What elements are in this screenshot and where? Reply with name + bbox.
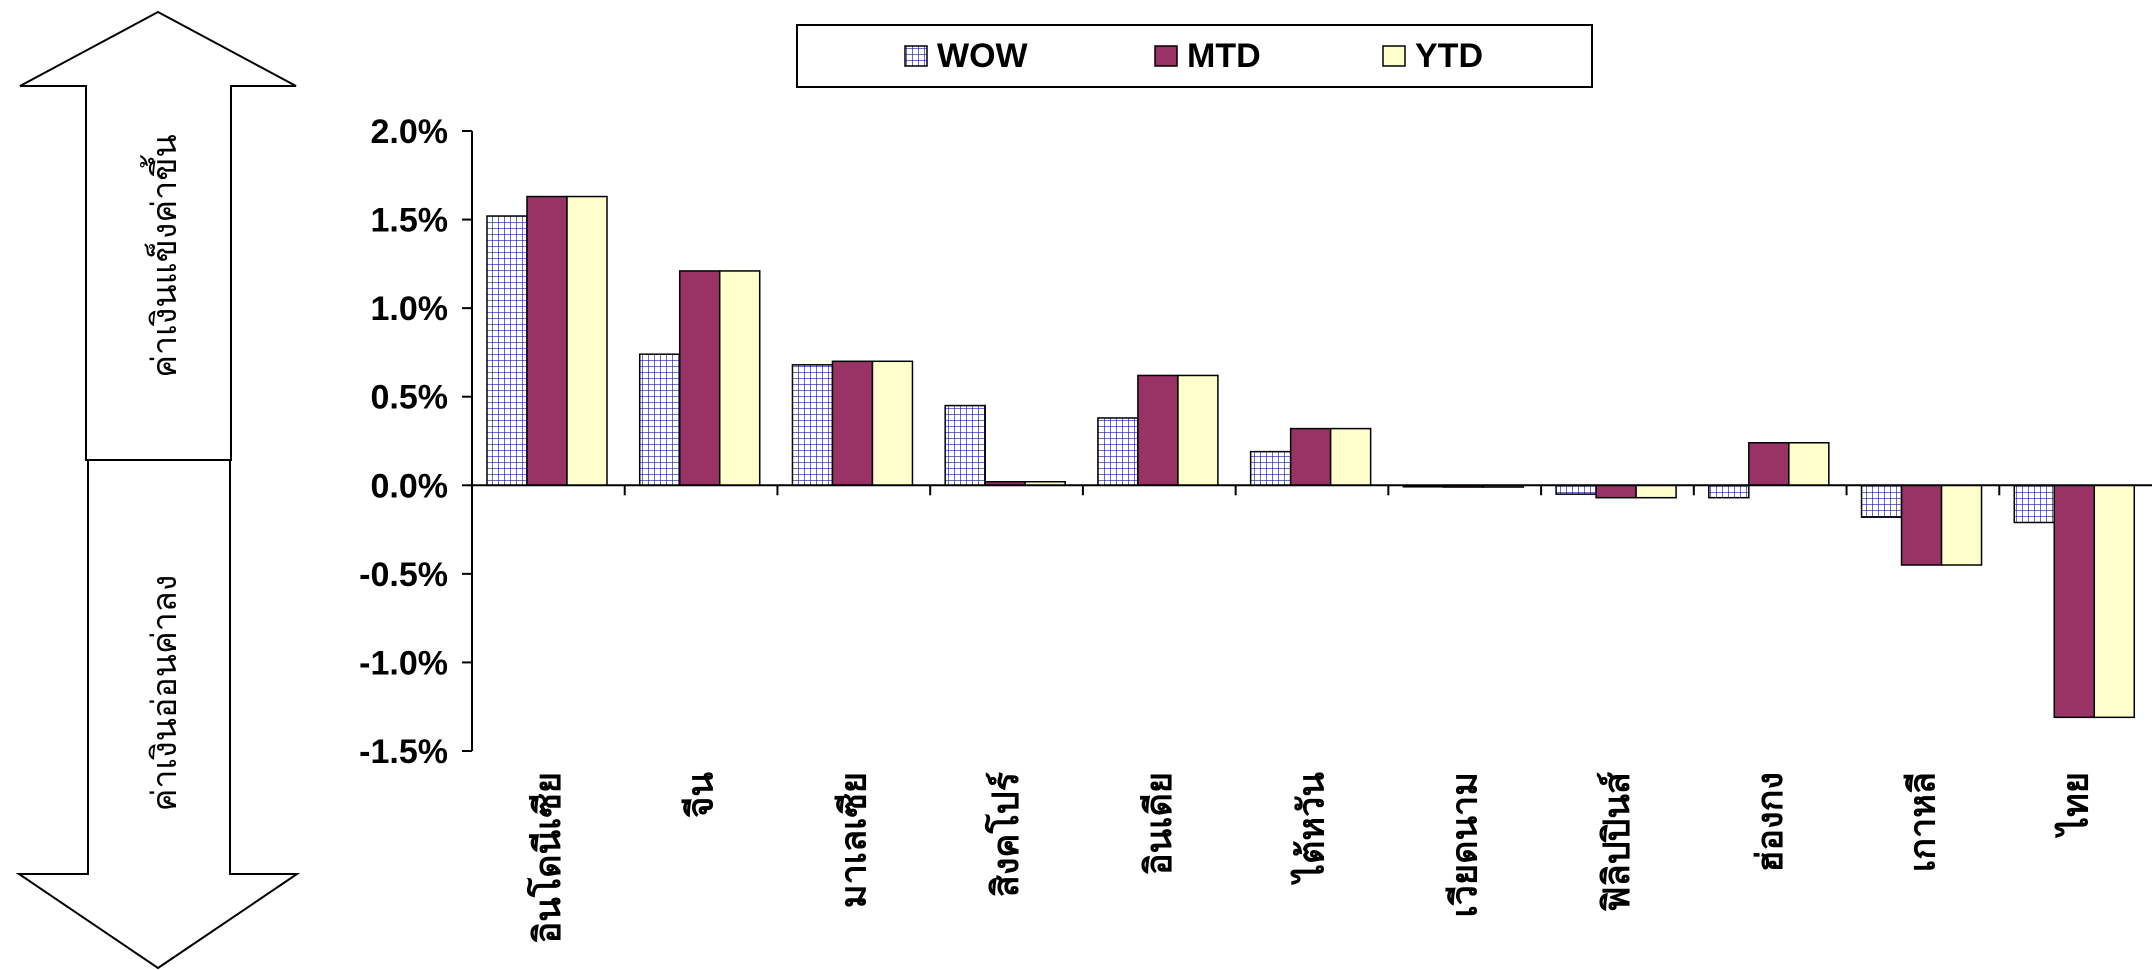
- bar-ytd: [718, 270, 761, 487]
- up-arrow-label: ค่าเงินแข็งค่าขึ้น: [140, 134, 185, 377]
- down-arrow-shape: [15, 459, 301, 970]
- y-tick-label: -1.0%: [359, 644, 448, 682]
- bar-wow: [1860, 484, 1903, 518]
- y-tick-label: 1.5%: [371, 202, 449, 240]
- bar-mtd: [831, 360, 874, 487]
- bar-wow: [944, 404, 986, 487]
- y-tick-label: 0.5%: [371, 379, 449, 417]
- bar-ytd: [1788, 442, 1830, 487]
- bar-mtd: [678, 270, 721, 487]
- bar-wow: [638, 353, 681, 487]
- category-label: ไต้หวัน: [1290, 772, 1333, 886]
- category-label: ฟิลิปปินส์: [1596, 772, 1638, 912]
- legend-label-ytd: YTD: [1415, 37, 1483, 75]
- category-label: เวียดนาม: [1444, 772, 1485, 918]
- category-label: เกาหลี: [1903, 772, 1944, 872]
- y-tick-label: 1.0%: [371, 290, 449, 328]
- bar-ytd: [2093, 484, 2136, 719]
- legend-swatch-wow: [904, 45, 928, 67]
- category-label: ฮ่องกง: [1750, 772, 1791, 873]
- bar-ytd: [1940, 484, 1983, 566]
- bar-mtd: [1748, 442, 1790, 487]
- category-label: ไทย: [2053, 772, 2096, 839]
- plot-area: 2.0% 1.5% 1.0% 0.5% 0.0% -0.5% -1.0% -1.5% อินโด…: [359, 113, 2152, 943]
- y-tick-label: -0.5%: [359, 556, 448, 594]
- bar-ytd: [566, 195, 608, 487]
- bar-ytd: [1635, 484, 1677, 499]
- bar-ytd: [871, 360, 914, 487]
- y-tick-label: -1.5%: [359, 733, 448, 771]
- bar-wow: [1708, 484, 1750, 499]
- bar-wow: [1555, 484, 1597, 495]
- bar-mtd: [526, 195, 568, 487]
- legend-swatch-ytd: [1382, 45, 1406, 67]
- bar-mtd: [2053, 484, 2096, 719]
- legend-box: [796, 24, 1593, 88]
- bar-wow: [1249, 450, 1292, 487]
- legend-swatch-mtd: [1154, 45, 1178, 67]
- bar-mtd: [1137, 374, 1179, 487]
- category-label: อินเดีย: [1139, 772, 1180, 875]
- legend-label-wow: WOW: [937, 37, 1029, 75]
- bar-ytd: [1177, 374, 1219, 487]
- bar-wow: [2013, 484, 2056, 524]
- strength-arrow: ค่าเงินแข็งค่าขึ้น ค่าเงินอ่อนค่าลง: [15, 10, 301, 970]
- bar-wow: [791, 364, 834, 487]
- legend: WOW MTD YTD: [796, 24, 1593, 88]
- y-tick-label: 0.0%: [371, 467, 449, 505]
- down-arrow-label: ค่าเงินอ่อนค่าลง: [145, 575, 185, 812]
- bar-wow: [486, 215, 528, 487]
- bar-mtd: [1900, 484, 1943, 566]
- bar-ytd: [1329, 427, 1372, 487]
- category-label: มาเลเซีย: [833, 772, 874, 908]
- bar-mtd: [1595, 484, 1637, 499]
- bar-mtd: [1289, 427, 1332, 487]
- legend-label-mtd: MTD: [1187, 37, 1261, 75]
- category-label: จีน: [681, 772, 722, 818]
- bar-wow: [1097, 417, 1139, 487]
- category-label: สิงคโปร์: [984, 771, 1027, 897]
- y-tick-label: 2.0%: [371, 113, 449, 151]
- category-label: อินโดนีเซีย: [526, 772, 569, 943]
